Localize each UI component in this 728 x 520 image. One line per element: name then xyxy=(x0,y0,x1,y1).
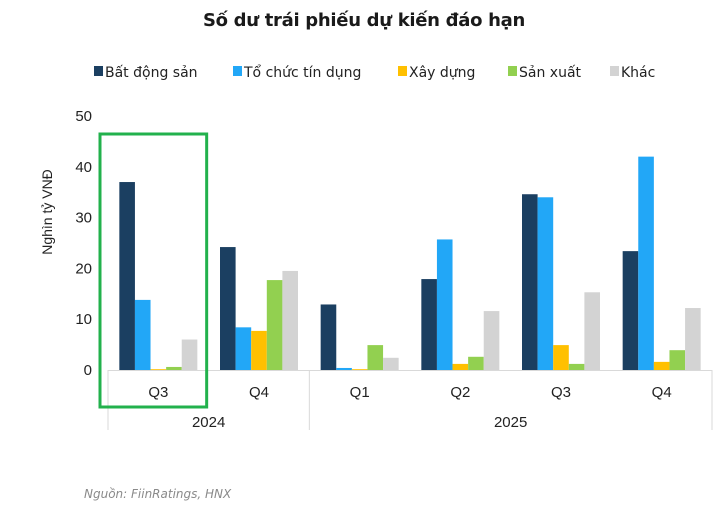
legend-item: Khác xyxy=(610,65,655,81)
bar xyxy=(537,197,554,370)
bar xyxy=(235,327,252,370)
bar xyxy=(421,279,437,370)
bar xyxy=(351,369,368,370)
y-tick-label: 10 xyxy=(75,311,92,328)
bar-group xyxy=(220,247,298,370)
highlight-box xyxy=(98,132,209,409)
y-axis-label: Nghìn tỷ VNĐ xyxy=(39,169,55,255)
x-tick-label: Q4 xyxy=(652,384,672,401)
x-axis: Q3 Q4 Q1 Q2 Q3 Q4 2024 2025 xyxy=(107,370,713,431)
bar xyxy=(436,239,453,370)
legend-swatch xyxy=(398,66,407,76)
bar xyxy=(584,292,600,370)
legend-item: Xây dựng xyxy=(398,65,475,81)
legend-label: Bất động sản xyxy=(105,65,198,81)
legend-item: Sản xuất xyxy=(508,65,582,81)
bar xyxy=(653,361,670,370)
bar xyxy=(383,357,399,370)
bar xyxy=(367,345,384,370)
legend-swatch xyxy=(94,66,103,76)
x-tick-label: Q4 xyxy=(249,384,269,401)
y-tick-label: 30 xyxy=(75,210,92,227)
bar xyxy=(622,251,639,370)
bar xyxy=(553,345,569,370)
bars xyxy=(119,156,701,370)
bar xyxy=(638,156,654,370)
bar xyxy=(266,280,283,370)
legend-item: Tổ chức tín dụng xyxy=(233,64,361,81)
bar xyxy=(220,247,236,370)
bar xyxy=(320,304,337,370)
legend-label: Khác xyxy=(621,65,655,81)
bar xyxy=(181,339,198,370)
y-tick-label: 20 xyxy=(75,260,92,277)
bar-group xyxy=(119,182,198,370)
legend-label: Tổ chức tín dụng xyxy=(243,64,361,81)
bar xyxy=(685,308,701,370)
legend: Bất động sản Tổ chức tín dụng Xây dựng Sản … xyxy=(94,64,655,81)
x-tick-label: Q2 xyxy=(450,384,470,401)
bar xyxy=(468,356,484,370)
bar xyxy=(282,270,298,370)
bar xyxy=(669,350,686,370)
y-tick-label: 0 xyxy=(84,362,92,379)
x-group-label: 2025 xyxy=(494,414,527,431)
bar xyxy=(568,363,585,370)
legend-label: Sản xuất xyxy=(519,65,582,81)
bar xyxy=(134,299,151,370)
y-tick-label: 50 xyxy=(75,108,92,125)
bar xyxy=(452,363,469,370)
y-axis-ticks: 0 10 20 30 40 50 xyxy=(75,108,92,379)
legend-swatch xyxy=(233,66,242,76)
bar-group xyxy=(522,194,600,370)
legend-swatch xyxy=(508,66,517,76)
legend-swatch xyxy=(610,66,619,76)
y-tick-label: 40 xyxy=(75,159,92,176)
bar xyxy=(166,366,182,370)
bar-group xyxy=(320,304,399,370)
bar xyxy=(119,182,135,370)
bar xyxy=(150,369,167,370)
bar-group xyxy=(622,156,701,370)
legend-label: Xây dựng xyxy=(409,65,475,81)
bar xyxy=(522,194,538,370)
bar xyxy=(336,367,352,370)
legend-item: Bất động sản xyxy=(94,65,198,81)
x-tick-label: Q1 xyxy=(350,384,370,401)
x-tick-label: Q3 xyxy=(148,384,168,401)
bar xyxy=(251,330,267,370)
source-note: Nguồn: FiinRatings, HNX xyxy=(84,487,232,501)
annotations xyxy=(98,132,209,409)
bar-group xyxy=(421,239,500,370)
x-tick-label: Q3 xyxy=(551,384,571,401)
chart-title: Số dư trái phiếu dự kiến đáo hạn xyxy=(202,10,526,31)
bar xyxy=(483,311,500,370)
x-group-label: 2024 xyxy=(192,414,225,431)
